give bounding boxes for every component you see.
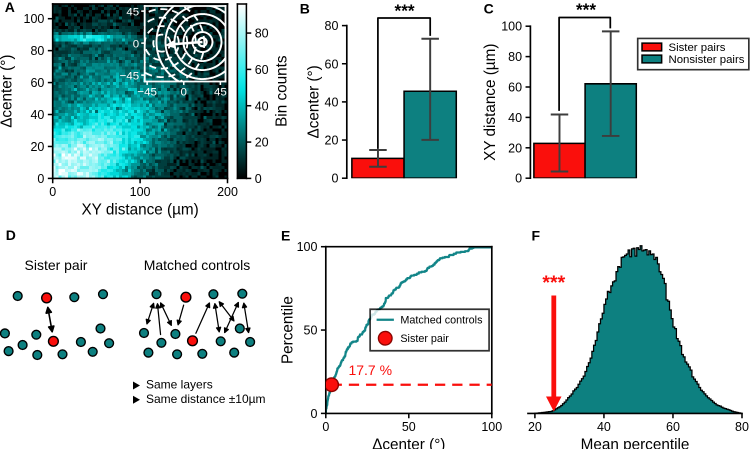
svg-text:XY distance (µm): XY distance (µm): [81, 201, 198, 218]
svg-text:Δcenter (°): Δcenter (°): [0, 55, 15, 128]
svg-text:40: 40: [508, 111, 522, 125]
svg-text:20: 20: [528, 420, 542, 434]
svg-text:F: F: [532, 227, 541, 243]
svg-text:200: 200: [217, 185, 238, 199]
svg-text:C: C: [484, 0, 494, 16]
svg-text:40: 40: [255, 99, 269, 113]
svg-text:80: 80: [30, 44, 44, 58]
svg-text:B: B: [300, 1, 310, 17]
svg-text:Matched controls: Matched controls: [400, 315, 482, 327]
svg-text:60: 60: [255, 63, 269, 77]
svg-text:***: ***: [542, 272, 565, 294]
svg-text:E: E: [281, 227, 290, 243]
svg-text:Percentile: Percentile: [280, 296, 297, 364]
svg-text:100: 100: [501, 20, 522, 34]
svg-text:0: 0: [322, 420, 329, 434]
svg-text:***: ***: [395, 1, 415, 21]
svg-text:40: 40: [325, 95, 339, 109]
svg-text:80: 80: [508, 50, 522, 64]
svg-text:80: 80: [255, 27, 269, 41]
svg-text:D: D: [6, 227, 16, 243]
svg-text:80: 80: [325, 19, 339, 33]
svg-text:Matched controls: Matched controls: [144, 257, 251, 273]
svg-text:17.7 %: 17.7 %: [349, 362, 393, 378]
svg-text:60: 60: [30, 76, 44, 90]
svg-text:100: 100: [297, 240, 318, 254]
svg-text:Mean percentile: Mean percentile: [581, 436, 690, 449]
svg-text:−45: −45: [137, 86, 156, 98]
svg-text:60: 60: [666, 420, 680, 434]
svg-text:Sister pair: Sister pair: [400, 333, 449, 345]
svg-text:40: 40: [597, 420, 611, 434]
svg-text:100: 100: [481, 420, 502, 434]
svg-text:***: ***: [576, 0, 596, 19]
svg-text:0: 0: [181, 86, 187, 98]
svg-text:0: 0: [515, 172, 522, 186]
svg-text:100: 100: [24, 12, 45, 26]
svg-text:80: 80: [735, 420, 749, 434]
svg-text:60: 60: [508, 81, 522, 95]
svg-text:50: 50: [304, 324, 318, 338]
svg-text:Nonsister pairs: Nonsister pairs: [668, 54, 744, 66]
svg-text:Δcenter (°): Δcenter (°): [372, 436, 445, 449]
svg-text:Sister pairs: Sister pairs: [668, 42, 725, 54]
svg-text:XY distance (µm): XY distance (µm): [482, 44, 499, 161]
svg-text:0: 0: [133, 38, 139, 50]
svg-text:50: 50: [402, 420, 416, 434]
svg-text:Bin counts: Bin counts: [274, 55, 291, 127]
svg-text:−45: −45: [120, 70, 139, 82]
svg-text:Same layers: Same layers: [146, 378, 213, 392]
svg-text:Same distance ±10µm: Same distance ±10µm: [146, 392, 266, 406]
svg-text:100: 100: [130, 185, 151, 199]
svg-text:0: 0: [37, 172, 44, 186]
svg-text:60: 60: [325, 57, 339, 71]
svg-text:Δcenter (°): Δcenter (°): [306, 65, 323, 138]
svg-text:0: 0: [311, 407, 318, 421]
svg-text:20: 20: [255, 136, 269, 150]
svg-text:40: 40: [30, 108, 44, 122]
svg-text:20: 20: [30, 140, 44, 154]
svg-text:45: 45: [214, 86, 227, 98]
svg-text:Sister pair: Sister pair: [25, 257, 88, 273]
svg-text:0: 0: [332, 172, 339, 186]
svg-text:A: A: [5, 0, 15, 15]
svg-text:0: 0: [255, 172, 262, 186]
svg-text:20: 20: [325, 134, 339, 148]
svg-text:45: 45: [126, 6, 139, 18]
svg-text:20: 20: [508, 141, 522, 155]
svg-text:0: 0: [49, 185, 56, 199]
